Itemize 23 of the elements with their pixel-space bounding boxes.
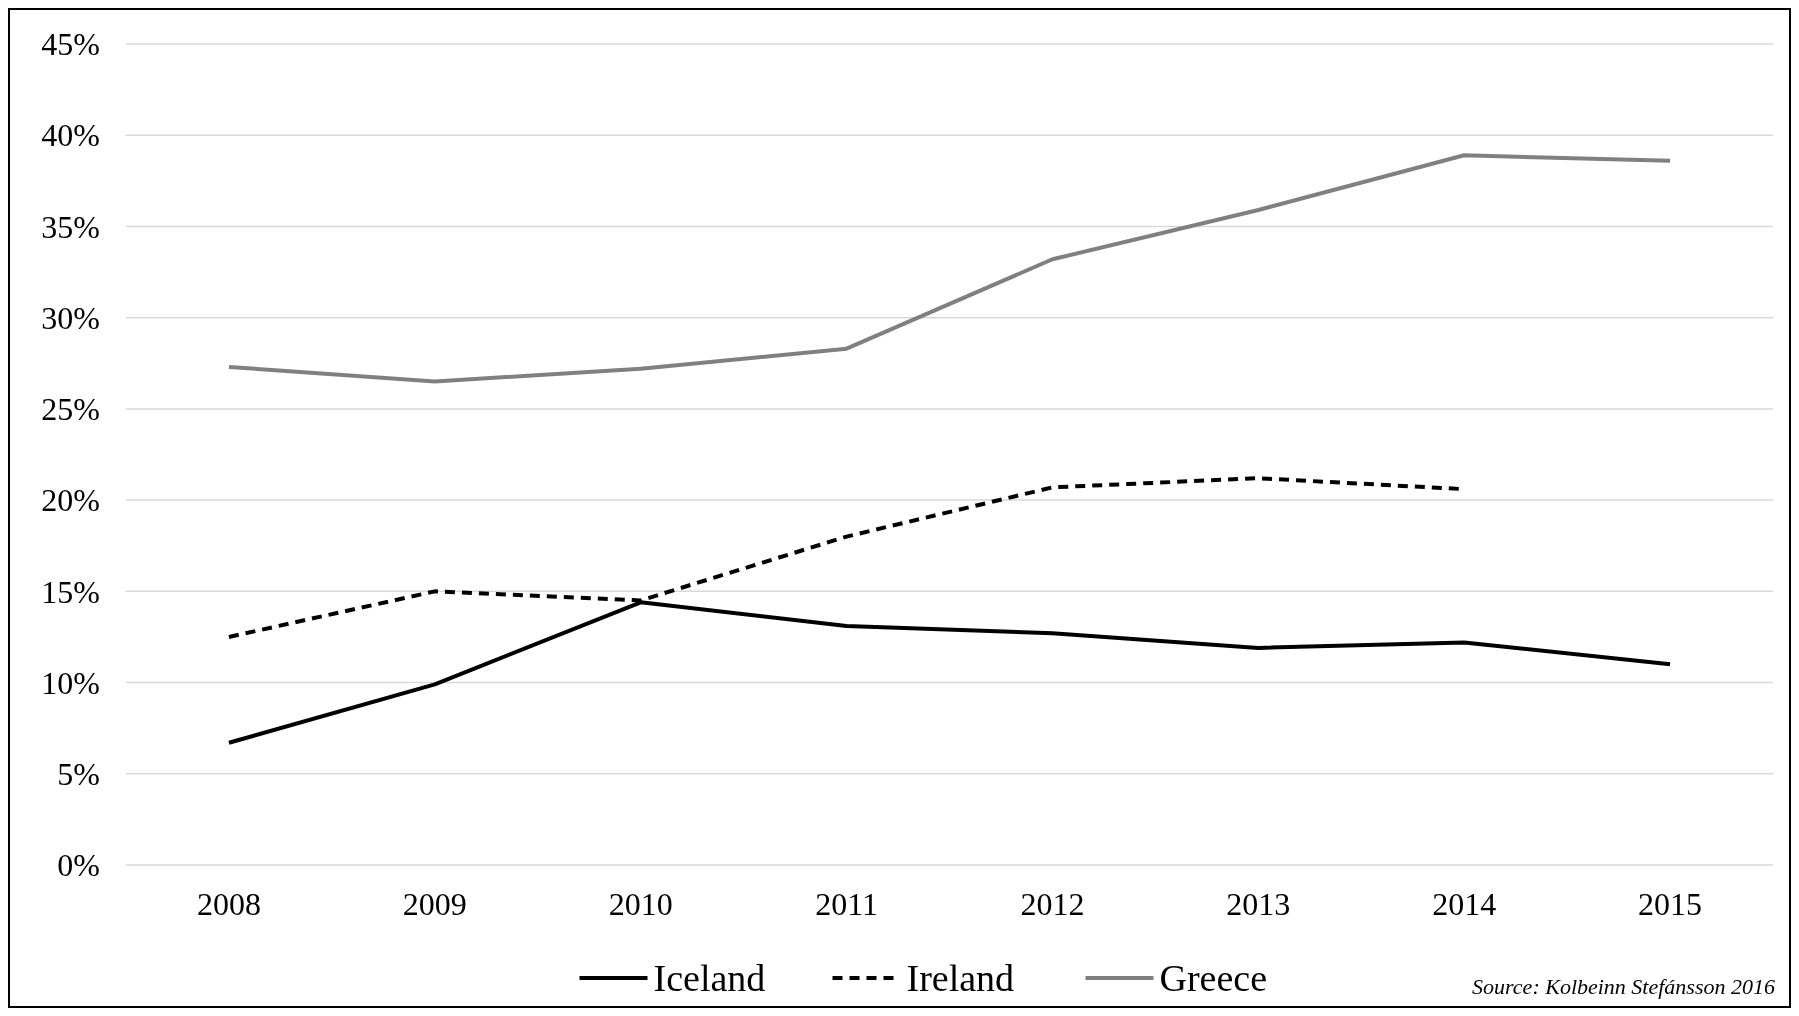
y-tick-label: 45% (41, 26, 100, 63)
x-tick-label: 2015 (1638, 886, 1703, 922)
y-tick-label: 5% (57, 755, 100, 792)
source-note: Source: Kolbeinn Stefánsson 2016 (1472, 974, 1775, 999)
y-tick-label: 0% (57, 847, 100, 884)
line-series (226, 153, 1673, 384)
x-tick-label: 2009 (402, 886, 467, 922)
x-tick-label: 2013 (1226, 886, 1291, 922)
y-tick-label: 10% (41, 664, 100, 701)
y-tick-label: 25% (41, 391, 100, 428)
x-tick-label: 2011 (815, 886, 878, 922)
x-tick-label: 2012 (1020, 886, 1085, 922)
legend-label: Greece (1159, 957, 1268, 1000)
y-tick-label: 20% (41, 482, 100, 519)
x-tick-label: 2014 (1432, 886, 1497, 922)
legend-label: Iceland (653, 957, 766, 1000)
y-tick-label: 30% (41, 299, 100, 336)
y-tick-label: 35% (41, 208, 100, 245)
x-tick-label: 2008 (196, 886, 261, 922)
x-tick-label: 2010 (608, 886, 673, 922)
legend-label: Ireland (906, 957, 1015, 1000)
y-tick-label: 15% (41, 573, 100, 610)
y-tick-label: 40% (41, 117, 100, 154)
